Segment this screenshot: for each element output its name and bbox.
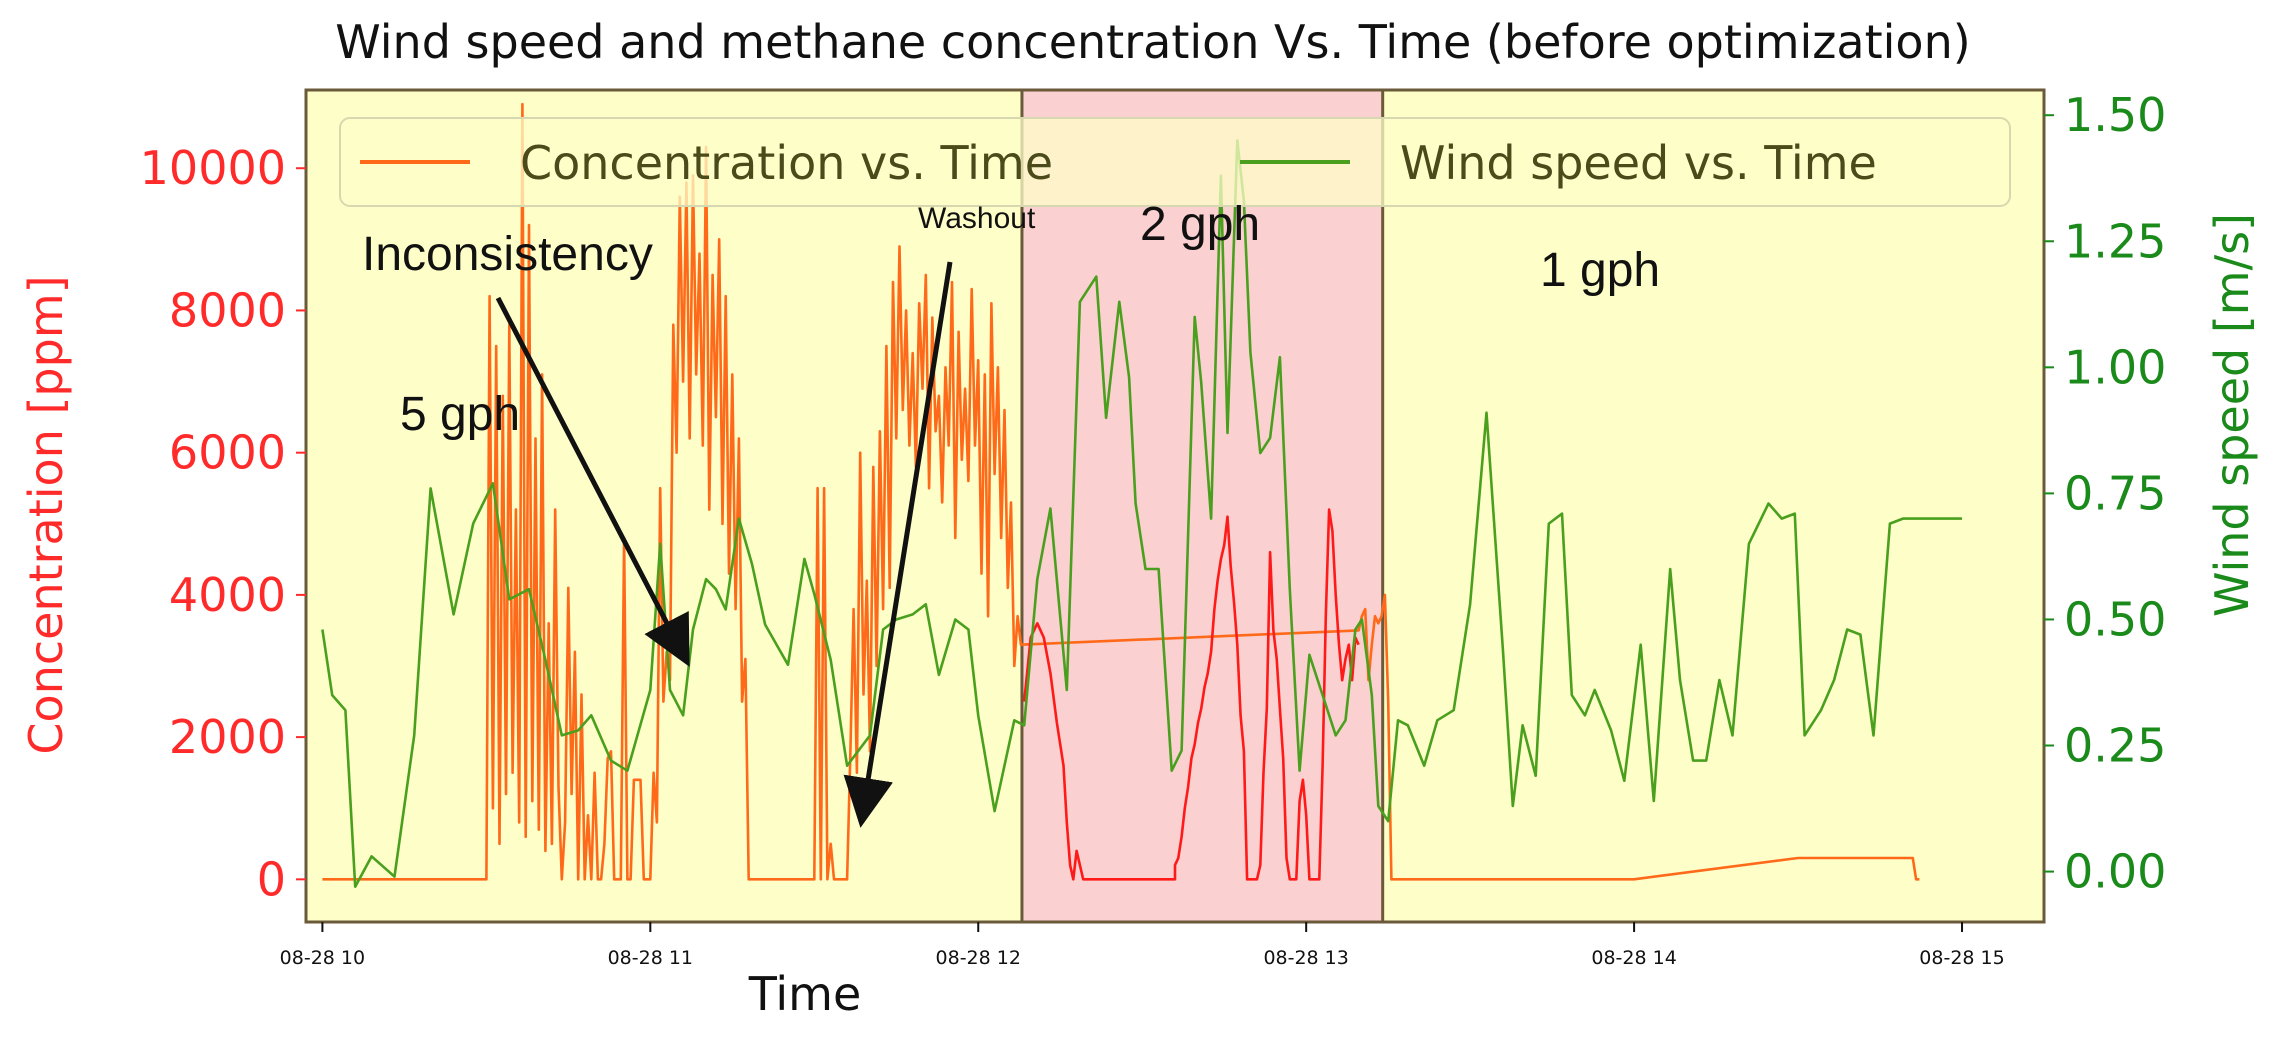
left-y-axis-ticks: 0 2000 4000 6000 8000 10000	[140, 141, 306, 906]
y-left-tick-label: 10000	[140, 141, 286, 195]
x-tick-label: 08-28 15	[1919, 947, 2004, 969]
y-left-tick-label: 6000	[169, 426, 286, 480]
region-label-1gph: 1 gph	[1540, 244, 1660, 297]
legend-box	[339, 117, 2011, 207]
y-left-tick-label: 2000	[169, 710, 286, 764]
series-line-0	[322, 102, 1920, 881]
right-y-axis-label: Wind speed [m/s]	[2205, 213, 2259, 617]
annotation-washout-arrow	[843, 261, 953, 828]
legend: Concentration vs. Time Wind speed vs. Ti…	[339, 117, 2011, 207]
y-left-tick-label: 0	[257, 852, 286, 906]
x-axis-label: Time	[748, 967, 862, 1021]
series-line-1	[1022, 508, 1360, 881]
legend-concentration-label: Concentration vs. Time	[520, 136, 1053, 190]
region-label-5gph: 5 gph	[400, 388, 520, 441]
y-right-tick-label: 0.50	[2064, 592, 2166, 646]
x-tick-label: 08-28 13	[1263, 947, 1348, 969]
region-label-2gph: 2 gph	[1140, 198, 1260, 251]
y-left-tick-label: 4000	[169, 568, 286, 622]
x-tick-label: 08-28 10	[280, 947, 365, 969]
x-tick-label: 08-28 11	[608, 947, 693, 969]
y-right-tick-label: 1.25	[2064, 214, 2166, 268]
left-y-axis-label: Concentration [ppm]	[19, 275, 73, 754]
x-tick-label: 08-28 12	[936, 947, 1021, 969]
right-y-axis-ticks: 0.00 0.25 0.50 0.75 1.00 1.25 1.50	[2044, 88, 2166, 899]
y-right-tick-label: 0.75	[2064, 466, 2166, 520]
annotation-washout: Washout	[918, 202, 1036, 235]
annotations: Inconsistency Washout 5 gph 2 gph 1 gph	[362, 198, 1660, 828]
legend-wind-label: Wind speed vs. Time	[1400, 136, 1877, 190]
x-axis-ticks: 08-28 10 08-28 11 08-28 12 08-28 13 08-28 14…	[280, 922, 2005, 969]
annotation-inconsistency-arrow	[495, 296, 690, 667]
plot-border	[304, 88, 2046, 924]
x-tick-label: 08-28 14	[1591, 947, 1676, 969]
chart-title: Wind speed and methane concentration Vs.…	[335, 15, 1970, 69]
plot-frame	[304, 88, 2046, 924]
y-right-tick-label: 1.50	[2064, 88, 2166, 142]
y-right-tick-label: 0.25	[2064, 719, 2166, 773]
y-right-tick-label: 1.00	[2064, 340, 2166, 394]
y-left-tick-label: 8000	[169, 283, 286, 337]
annotation-inconsistency: Inconsistency	[362, 228, 653, 281]
y-right-tick-label: 0.00	[2064, 845, 2166, 899]
